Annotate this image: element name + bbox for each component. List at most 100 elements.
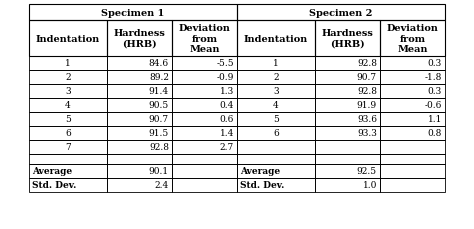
Bar (29, 21, 107, 57)
Bar (315, 154, 380, 164)
Bar (29, 178, 107, 192)
Bar (107, 154, 172, 164)
Bar (29, 112, 107, 126)
Bar (172, 178, 237, 192)
Text: 1.0: 1.0 (363, 181, 377, 190)
Text: 4: 4 (273, 101, 279, 110)
Text: 6: 6 (273, 129, 279, 138)
Bar (237, 5, 445, 21)
Bar (29, 21, 107, 57)
Text: Std. Dev.: Std. Dev. (32, 181, 76, 190)
Bar (380, 112, 445, 126)
Text: -0.9: -0.9 (217, 73, 234, 82)
Bar (29, 140, 107, 154)
Text: 1.3: 1.3 (220, 87, 234, 96)
Bar (380, 71, 445, 85)
Bar (380, 57, 445, 71)
Bar (172, 164, 237, 178)
Bar (315, 57, 380, 71)
Bar (107, 57, 172, 71)
Bar (107, 98, 172, 112)
Bar (237, 85, 315, 98)
Text: 92.8: 92.8 (357, 59, 377, 68)
Text: Deviation
from
Mean: Deviation from Mean (179, 24, 230, 54)
Text: 91.4: 91.4 (149, 87, 169, 96)
Bar (380, 98, 445, 112)
Bar (172, 71, 237, 85)
Bar (172, 154, 237, 164)
Text: 5: 5 (65, 115, 71, 124)
Bar (29, 164, 107, 178)
Bar (237, 178, 315, 192)
Text: 91.9: 91.9 (357, 101, 377, 110)
Bar (29, 164, 107, 178)
Bar (315, 71, 380, 85)
Bar (380, 178, 445, 192)
Bar (29, 126, 107, 140)
Bar (107, 140, 172, 154)
Bar (380, 21, 445, 57)
Bar (315, 85, 380, 98)
Bar (237, 57, 315, 71)
Bar (172, 71, 237, 85)
Text: 1: 1 (65, 59, 71, 68)
Bar (380, 154, 445, 164)
Bar (315, 140, 380, 154)
Bar (107, 112, 172, 126)
Bar (315, 112, 380, 126)
Text: -5.5: -5.5 (216, 59, 234, 68)
Bar (237, 112, 315, 126)
Text: 6: 6 (65, 129, 71, 138)
Bar (172, 140, 237, 154)
Text: Hardness
(HRB): Hardness (HRB) (321, 29, 374, 49)
Bar (107, 178, 172, 192)
Bar (107, 85, 172, 98)
Bar (315, 154, 380, 164)
Bar (237, 21, 315, 57)
Bar (315, 126, 380, 140)
Bar (237, 154, 315, 164)
Bar (172, 154, 237, 164)
Text: 0.3: 0.3 (428, 59, 442, 68)
Bar (172, 85, 237, 98)
Bar (380, 21, 445, 57)
Bar (29, 140, 107, 154)
Bar (172, 126, 237, 140)
Bar (237, 140, 315, 154)
Bar (315, 178, 380, 192)
Bar (29, 71, 107, 85)
Bar (237, 71, 315, 85)
Bar (172, 57, 237, 71)
Bar (315, 21, 380, 57)
Bar (380, 140, 445, 154)
Bar (380, 57, 445, 71)
Text: 3: 3 (273, 87, 279, 96)
Bar (315, 85, 380, 98)
Text: 5: 5 (273, 115, 279, 124)
Text: 93.6: 93.6 (357, 115, 377, 124)
Bar (29, 85, 107, 98)
Bar (237, 71, 315, 85)
Bar (172, 112, 237, 126)
Bar (29, 85, 107, 98)
Bar (237, 126, 315, 140)
Bar (107, 164, 172, 178)
Text: 89.2: 89.2 (149, 73, 169, 82)
Bar (380, 164, 445, 178)
Text: 90.7: 90.7 (149, 115, 169, 124)
Bar (107, 178, 172, 192)
Bar (237, 178, 315, 192)
Text: Deviation
from
Mean: Deviation from Mean (387, 24, 438, 54)
Bar (172, 85, 237, 98)
Bar (237, 85, 315, 98)
Bar (315, 164, 380, 178)
Bar (315, 98, 380, 112)
Bar (380, 71, 445, 85)
Text: 1.4: 1.4 (219, 129, 234, 138)
Text: 7: 7 (65, 143, 71, 152)
Bar (29, 126, 107, 140)
Bar (29, 57, 107, 71)
Bar (29, 178, 107, 192)
Bar (315, 140, 380, 154)
Bar (107, 71, 172, 85)
